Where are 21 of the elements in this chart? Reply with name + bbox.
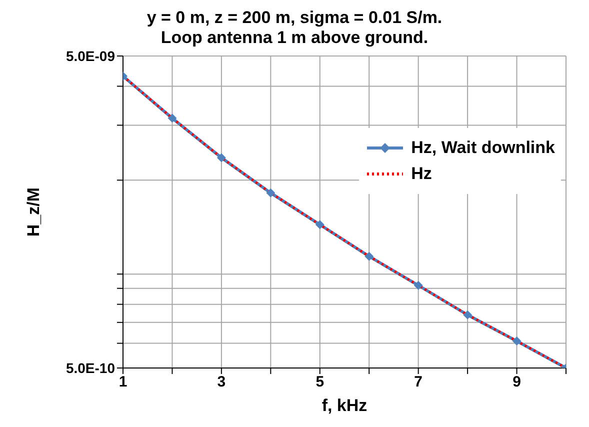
y-axis-title: H_z/M bbox=[24, 187, 44, 237]
legend-label: Hz bbox=[411, 164, 432, 184]
point bbox=[315, 220, 324, 230]
point bbox=[414, 280, 423, 290]
point bbox=[512, 336, 522, 346]
point bbox=[364, 252, 374, 261]
chart-subtitle: Loop antenna 1 m above ground. bbox=[160, 28, 430, 48]
x-tick-label: 9 bbox=[512, 374, 521, 391]
x-tick-label: 1 bbox=[118, 374, 128, 391]
y-tick-label: 5.0E-09 bbox=[66, 48, 116, 64]
legend-label: Hz, Wait downlink bbox=[411, 138, 555, 158]
x-tick-label: 3 bbox=[217, 374, 226, 391]
x-axis-title: f, kHz bbox=[322, 396, 368, 415]
point bbox=[463, 310, 472, 320]
point bbox=[266, 188, 276, 198]
x-tick-label: 5 bbox=[316, 374, 324, 391]
y-tick-label: 5.0E-10 bbox=[66, 360, 116, 376]
point bbox=[168, 114, 177, 123]
point bbox=[216, 153, 226, 162]
chart-title: y = 0 m, z = 200 m, sigma = 0.01 S/m. bbox=[146, 8, 444, 28]
x-tick-label: 7 bbox=[414, 374, 423, 391]
